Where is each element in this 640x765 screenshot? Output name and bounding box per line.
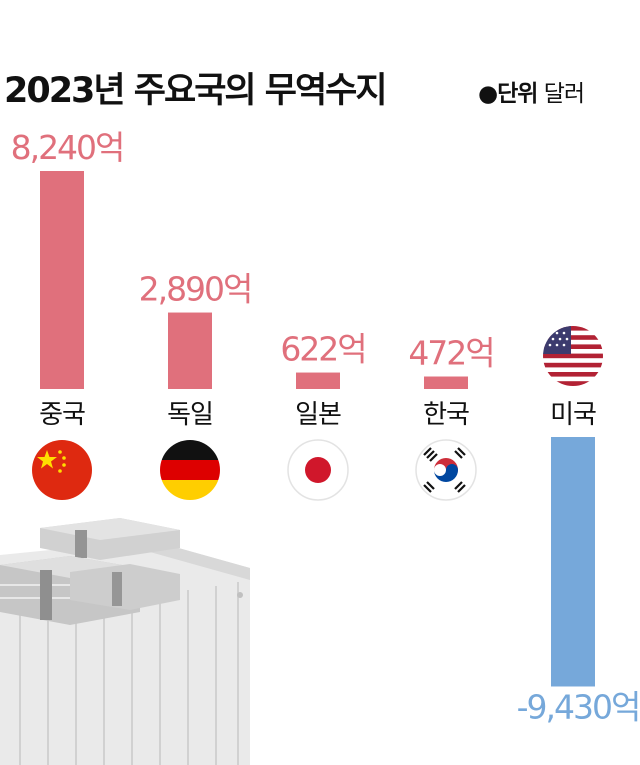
bar-1 xyxy=(40,171,84,389)
value-label-1: 8,240억 xyxy=(11,128,124,167)
china-flag-icon xyxy=(32,440,92,500)
usa-flag-icon xyxy=(543,326,603,386)
south-korea-flag-icon xyxy=(415,439,477,501)
container-illustration xyxy=(0,518,250,765)
category-label-3: 일본 xyxy=(295,400,341,430)
value-label-2: 2,890억 xyxy=(139,270,252,309)
germany-flag-icon xyxy=(160,440,220,500)
bar-4 xyxy=(424,376,468,389)
bar-5 xyxy=(551,437,595,687)
value-label-4: 472억 xyxy=(408,334,493,373)
unit-label: 단위 xyxy=(497,81,538,107)
category-label-5: 미국 xyxy=(550,400,596,430)
unit-marker: ● xyxy=(478,81,498,107)
category-label-1: 중국 xyxy=(39,400,85,430)
bar-3 xyxy=(296,372,340,389)
category-label-4: 한국 xyxy=(423,400,469,430)
bar-2 xyxy=(168,312,212,389)
category-label-2: 독일 xyxy=(167,400,213,430)
unit-note: ●단위 달러 xyxy=(478,74,585,108)
cash-bundles-icon xyxy=(0,518,180,625)
value-label-5: -9,430억 xyxy=(517,687,640,726)
unit-value: 달러 xyxy=(543,81,585,107)
japan-flag-icon xyxy=(287,439,349,501)
value-label-3: 622억 xyxy=(280,330,365,369)
chart-title: 2023년 주요국의 무역수지 xyxy=(4,71,388,111)
